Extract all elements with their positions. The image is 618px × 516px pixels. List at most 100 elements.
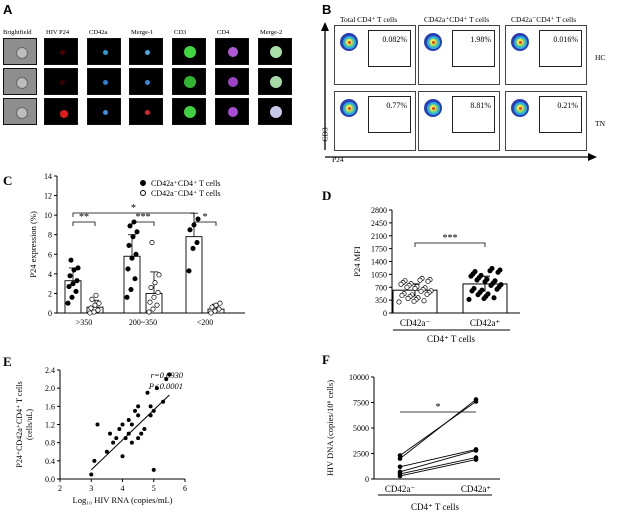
panel-c-y-label: P24 expression (%) xyxy=(28,211,38,278)
panel-e-point xyxy=(89,472,94,477)
panel-a-image-r1-c4 xyxy=(172,68,206,95)
panel-b-row-label-0: HC xyxy=(595,53,606,62)
panel-a-header-2: CD42a xyxy=(89,29,108,36)
panel-c-point xyxy=(194,239,200,246)
panel-f-y-tick-label: 7500 xyxy=(353,399,369,408)
panel-f-pair-line xyxy=(399,401,477,456)
panel-a-image-r1-c0 xyxy=(3,68,37,95)
flow-plot-r0-c1: 1.98% xyxy=(418,25,500,85)
panel-d-y-tick-label: 2100 xyxy=(371,232,387,241)
density-blob xyxy=(518,106,522,110)
panel-c-point xyxy=(213,302,219,308)
panel-c-point xyxy=(130,234,136,240)
panel-c-sig-1 xyxy=(131,221,155,226)
panel-e-y-label: P24⁺CD42a⁺CD4⁺ T cells xyxy=(15,381,24,467)
cell-dot xyxy=(59,49,65,55)
panel-e-y-label-units: (cells/uL) xyxy=(25,409,34,440)
panel-e-point xyxy=(164,377,169,382)
panel-d-point xyxy=(404,284,410,290)
panel-f-y-label: HIV DNA (copies/10⁶ cells) xyxy=(325,380,335,476)
panel-e-y-tick-label: 0.0 xyxy=(45,475,55,484)
panel-e-point xyxy=(139,431,144,436)
panel-a-image-r0-c4 xyxy=(172,38,206,65)
panel-c-point xyxy=(216,306,222,312)
panel-c-point xyxy=(128,286,134,293)
panel-f-y-tick-label: 2500 xyxy=(353,450,369,459)
panel-d-point xyxy=(482,279,488,285)
panel-f-group-label: CD4⁺ T cells xyxy=(411,502,459,512)
panel-a-image-r0-c5 xyxy=(215,38,249,65)
panel-c-point xyxy=(195,216,201,222)
cell-dot xyxy=(228,47,238,57)
panel-e-point xyxy=(133,408,137,413)
panel-a-image-r2-c0 xyxy=(3,98,37,125)
panel-c-point xyxy=(150,306,156,312)
panel-d-letter: D xyxy=(322,188,331,203)
panel-a-image-r2-c5 xyxy=(215,98,249,125)
panel-f-point xyxy=(397,453,403,458)
gate-percentage: 0.016% xyxy=(553,35,578,44)
gate-percentage: 0.082% xyxy=(382,35,407,44)
panel-d-point xyxy=(495,269,501,275)
panel-c-sig-1-label: *** xyxy=(136,212,151,223)
panel-f-point xyxy=(473,399,479,404)
cell-dot xyxy=(270,46,282,58)
panel-f-point xyxy=(473,448,479,453)
panel-c-x-tick-label: 200~350 xyxy=(129,318,157,327)
panel-c-point xyxy=(93,292,99,298)
panel-c-y-tick-label: 12 xyxy=(44,192,52,201)
panel-a-image-r0-c2 xyxy=(87,38,121,65)
panel-e-point xyxy=(95,422,100,427)
panel-b-letter: B xyxy=(322,2,332,17)
panel-c-point xyxy=(156,272,162,278)
panel-e-r-stat: r=0.6930 xyxy=(151,370,184,380)
panel-d-point xyxy=(468,273,474,279)
panel-a-header-1: HIV P24 xyxy=(46,29,70,36)
panel-f-point xyxy=(473,457,479,462)
panel-d-sig-label: *** xyxy=(443,233,458,244)
panel-c-y-tick-label: 14 xyxy=(44,172,52,181)
panel-c-point xyxy=(133,251,139,257)
density-blob xyxy=(347,106,351,110)
panel-e-point xyxy=(123,436,128,441)
panel-d-y-tick-label: 1750 xyxy=(371,245,387,254)
panel-d-x-tick-label: CD42a⁺ xyxy=(470,318,500,328)
flow-plot-r0-c0: 0.082% xyxy=(334,25,416,85)
panel-c-point xyxy=(146,309,152,315)
panel-f-y-tick-label: 0 xyxy=(365,475,369,484)
panel-c-point xyxy=(71,267,77,273)
panel-e-y-tick-label: 2.4 xyxy=(45,366,55,375)
panel-c-sig-0-label: ** xyxy=(79,212,89,223)
panel-c-legend-label-0: CD42a⁺CD4⁺ T cells xyxy=(151,179,220,188)
panel-c-point xyxy=(66,284,72,290)
density-blob xyxy=(431,40,435,44)
panel-c-point xyxy=(209,304,215,310)
panel-f-pair-line xyxy=(399,459,477,477)
panel-d-y-tick-label: 350 xyxy=(375,296,387,305)
panel-c-point xyxy=(129,255,135,261)
panel-d-point xyxy=(469,288,475,294)
panel-c-bar xyxy=(123,255,141,314)
cell-dot xyxy=(16,107,28,119)
panel-c-sig-3 xyxy=(193,221,217,226)
panel-f-sig-label: * xyxy=(436,402,441,413)
cell-dot xyxy=(102,109,108,115)
gate-percentage: 1.98% xyxy=(470,35,491,44)
density-blob xyxy=(518,40,522,44)
cell-dot xyxy=(59,79,65,85)
panel-e-point xyxy=(151,467,156,472)
cell-dot xyxy=(270,76,282,88)
panel-d-point xyxy=(425,278,431,284)
panel-e-point xyxy=(136,436,141,441)
panel-f-pair-line xyxy=(399,450,477,473)
panel-d-x-tick-label: CD42a⁻ xyxy=(400,318,430,328)
panel-a-image-r2-c4 xyxy=(172,98,206,125)
panel-c-point xyxy=(212,308,218,314)
panel-a-image-r1-c6 xyxy=(258,68,292,95)
panel-f-pair-line xyxy=(399,448,477,468)
panel-e-y-tick-label: 1.6 xyxy=(45,402,55,411)
panel-c-point xyxy=(187,227,193,233)
cell-dot xyxy=(16,47,28,59)
panel-d-y-tick-label: 1400 xyxy=(371,258,387,267)
